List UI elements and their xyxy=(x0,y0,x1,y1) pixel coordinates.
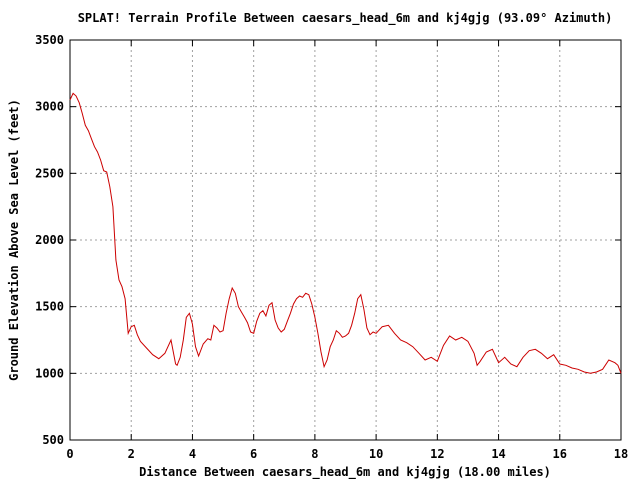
y-tick-label: 1000 xyxy=(35,366,64,380)
x-tick-label: 12 xyxy=(430,447,444,461)
x-ticks: 0 2 4 6 8 10 12 14 16 18 xyxy=(66,40,628,461)
chart-title: SPLAT! Terrain Profile Between caesars_h… xyxy=(78,11,613,26)
x-tick-label: 16 xyxy=(553,447,567,461)
y-tick-label: 2500 xyxy=(35,166,64,180)
x-tick-label: 14 xyxy=(491,447,505,461)
x-tick-label: 0 xyxy=(66,447,73,461)
y-tick-label: 2000 xyxy=(35,233,64,247)
y-tick-label: 500 xyxy=(42,433,64,447)
x-tick-label: 10 xyxy=(369,447,383,461)
terrain-profile-line xyxy=(69,92,622,374)
x-tick-label: 8 xyxy=(311,447,318,461)
x-tick-label: 6 xyxy=(250,447,257,461)
y-tick-label: 3000 xyxy=(35,100,64,114)
x-tick-label: 18 xyxy=(614,447,628,461)
x-tick-label: 4 xyxy=(189,447,196,461)
x-tick-label: 2 xyxy=(128,447,135,461)
y-axis-label: Ground Elevation Above Sea Level (feet) xyxy=(7,99,21,381)
y-ticks: 500 1000 1500 2000 2500 3000 3500 xyxy=(35,33,621,447)
x-axis-label: Distance Between caesars_head_6m and kj4… xyxy=(139,465,551,480)
y-tick-label: 3500 xyxy=(35,33,64,47)
y-tick-label: 1500 xyxy=(35,300,64,314)
grid-layer xyxy=(70,40,621,440)
